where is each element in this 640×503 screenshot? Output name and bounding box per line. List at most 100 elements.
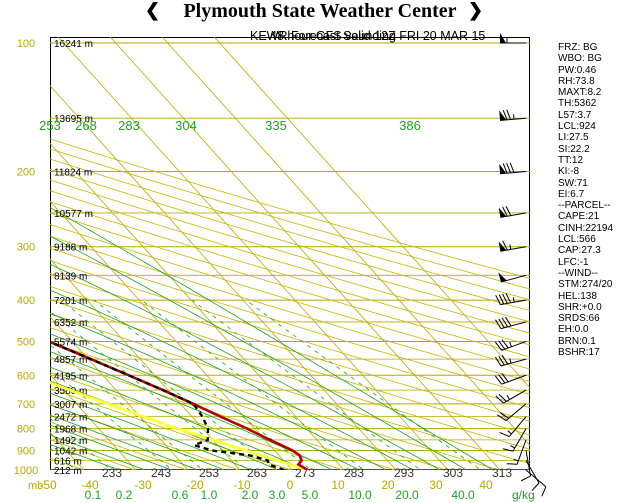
barb-flag [501, 373, 509, 383]
index-line: L57:3.7 [558, 109, 592, 121]
barb-staff [501, 374, 527, 385]
barb-pennant [498, 207, 507, 218]
index-line: CAP:27.3 [558, 245, 601, 257]
barb-flag [505, 206, 512, 216]
moist-adiabat-line [50, 289, 415, 470]
theta-bottom-label: 283 [344, 466, 364, 480]
barb-flag [498, 355, 505, 366]
wind-barb [525, 469, 547, 497]
barb-flag [509, 162, 515, 173]
page-header: ❮ Plymouth State Weather Center ❯ [0, 0, 640, 26]
height-label: 7201 m [54, 296, 87, 307]
isotherm-line [50, 142, 345, 470]
wind-barb [494, 373, 527, 385]
height-label: 1042 m [54, 446, 87, 457]
height-label: 11824 m [54, 168, 92, 179]
index-line: WBO: BG [558, 53, 602, 65]
barb-half-flag [509, 341, 512, 347]
barb-pennant [498, 241, 507, 252]
moist-adiabat-line [50, 366, 307, 470]
mixing-ratio-line [192, 299, 422, 470]
barb-staff [500, 321, 527, 330]
index-line: HEL:138 [558, 290, 597, 302]
dry-adiabat-line [50, 190, 530, 334]
left-hook-icon: ❮ [145, 0, 161, 20]
index-line: BRN:0.1 [558, 335, 596, 347]
index-line: SW:71 [558, 177, 588, 189]
barb-flag [506, 163, 512, 174]
barb-staff [505, 403, 527, 421]
barb-flag [502, 448, 514, 452]
moist-adiabat-line [50, 392, 253, 470]
height-label: 4195 m [54, 371, 87, 382]
height-label: 16241 m [54, 39, 93, 50]
pressure-label: 600 [17, 370, 35, 382]
moist-adiabat-line [50, 444, 121, 470]
wind-barbs [494, 33, 547, 497]
barb-flag [498, 340, 506, 350]
barb-staff [500, 299, 527, 306]
index-line: KI:-8 [558, 166, 580, 178]
height-label: 1968 m [54, 425, 87, 436]
index-line: EI:6.7 [558, 188, 585, 200]
index-line: --WIND-- [558, 267, 598, 279]
barb-flag [531, 482, 540, 491]
barb-flag [494, 356, 502, 367]
barb-flag [494, 375, 502, 385]
barb-flag [520, 475, 531, 482]
barb-pennant [499, 163, 507, 174]
barb-staff [500, 117, 527, 121]
theta-top-label: 335 [265, 118, 287, 133]
theta-bottom-label: 233 [102, 466, 122, 480]
moist-adiabat-line [50, 312, 388, 470]
barb-half-flag [510, 445, 515, 449]
theta-top-label: 386 [399, 118, 421, 133]
parcel-trace [50, 381, 309, 470]
index-line: --PARCEL-- [558, 200, 611, 212]
isotherm-line [50, 84, 397, 470]
temperature-tick-label: -10 [233, 478, 251, 492]
temperature-tick-label: 30 [429, 478, 443, 492]
barb-staff [501, 340, 527, 351]
moist-adiabat-line [50, 333, 361, 470]
wind-barb [494, 316, 527, 330]
mixing-ratio-line [60, 299, 276, 470]
dry-adiabat-line [50, 404, 241, 470]
mixing-ratio-line [245, 299, 482, 470]
dry-adiabat-line [50, 158, 530, 301]
height-label: 10577 m [54, 209, 93, 220]
wind-barb [498, 206, 527, 218]
wind-barb [497, 403, 527, 421]
barb-flag [502, 293, 508, 304]
mixing-ratio-label: 0.6 [172, 488, 189, 502]
barb-flag [541, 486, 547, 497]
wind-barb [520, 450, 532, 482]
barb-staff [500, 212, 527, 218]
dry-adiabat-line [50, 313, 530, 465]
barb-half-flag [512, 297, 515, 303]
index-line: LCL:566 [558, 234, 596, 246]
moist-adiabat-line [50, 404, 226, 470]
barb-staff [525, 450, 532, 477]
index-line: TT:12 [558, 154, 584, 166]
temperature-tick-label: 40 [479, 478, 493, 492]
page-title: Plymouth State Weather Center [183, 0, 457, 22]
moist-adiabat-line [50, 235, 468, 470]
wind-barb [499, 109, 527, 121]
wind-barb [499, 162, 527, 175]
wind-barb [500, 33, 526, 44]
dry-adiabat-line [50, 260, 530, 409]
index-line: FRZ: BG [558, 42, 598, 53]
temperature-tick-label: 20 [381, 478, 395, 492]
pressure-label: 400 [17, 295, 35, 307]
plot-title-valid: 48 hour GFS valid 12Z FRI 20 MAR 15 [270, 29, 485, 43]
temperature-tick-label: -40 [81, 478, 99, 492]
pressure-label: 100 [17, 38, 35, 50]
barb-flag [502, 240, 508, 251]
pressure-label: 200 [17, 167, 35, 179]
pressure-label: 500 [17, 336, 35, 348]
barb-flag [495, 395, 504, 404]
moist-adiabat-line [50, 351, 334, 470]
theta-bottom-label: 273 [295, 466, 315, 480]
